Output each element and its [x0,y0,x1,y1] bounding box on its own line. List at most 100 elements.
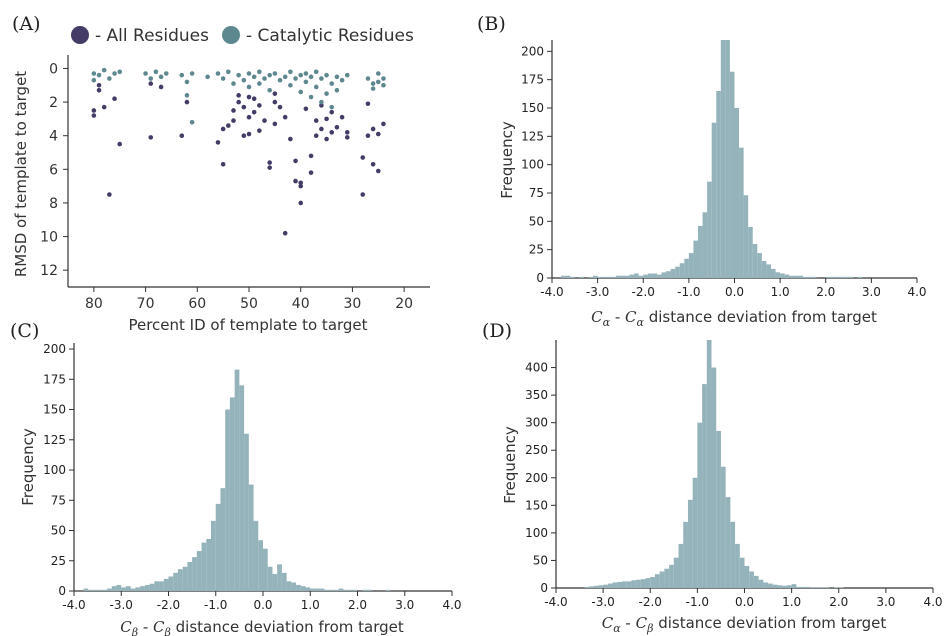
panel-b-x-tick-label: 1.0 [771,285,790,299]
all-residue-point [272,99,278,105]
panel-d-bars [584,340,844,588]
panel-c-histogram-bar [206,538,212,591]
panel-c-x-tick-label: 4.0 [442,598,461,612]
panel-b-histogram-bar [844,276,849,278]
panel-c-x-axis-title: Cβ - Cβ distance deviation from target [120,618,404,636]
panel-d-x-tick-label: -4.0 [544,595,567,609]
all-residue-point [241,104,247,110]
panel-c-histogram-bar [182,566,188,591]
all-residue-point [360,192,366,197]
panel-a-x-tick-label: 50 [240,296,258,312]
all-residue-point [324,116,329,122]
panel-d-histogram-bar [801,586,806,588]
catalytic-residue-point [303,71,309,76]
catalytic-residue-point [370,81,376,86]
catalytic-residue-point [339,77,345,83]
panel-a-y-tick-label: 0 [49,61,58,77]
catalytic-residue-point [375,71,381,76]
panel-c-histogram-bar [248,484,254,591]
panel-b-histogram-bar [602,276,607,278]
catalytic-residue-point [329,81,335,86]
panel-c-histogram-bar [192,557,197,591]
panel-d-histogram-bar [584,586,589,588]
all-residue-point [339,114,345,120]
catalytic-residue-point [215,71,221,76]
catalytic-residue-point [246,84,252,90]
panel-c-histogram-bar [168,576,174,591]
all-residue-point [96,82,102,88]
panel-c-histogram-bar [135,587,141,591]
catalytic-residue-point [257,69,262,75]
panel-c-histogram-bar [201,542,207,591]
panel-c-histogram-bar [173,572,178,591]
all-residue-point [91,108,97,113]
catalytic-residue-point [91,77,97,83]
panel-b-histogram-bar [839,276,844,278]
panel-b-y-tick-label: 25 [529,243,544,257]
all-residue-point [293,178,298,184]
panel-b-histogram-bar [848,276,854,278]
svg-text:Cα - Cα distance deviation fro: Cα - Cα distance deviation from target [591,308,877,329]
panel-b-ticks: -4.0 -3.0 -2.0 -1.0 0.0 1.0 2.0 3.0 4.0 0 25 50 75 10… [521,44,926,299]
panel-a: (A) - All Residues - Catalytic Residues … [12,13,430,334]
catalytic-residue-point [107,76,112,81]
panel-c-y-axis-title: Frequency [19,428,37,506]
all-residue-point [344,130,350,135]
panel-b-y-tick-label: 75 [529,186,544,200]
panel-d-histogram-bar [678,543,684,588]
panel-c-histogram-bar [291,582,297,591]
panel-c-y-tick-label: 175 [43,372,66,386]
all-residue-point [101,104,107,110]
panel-a-x-tick-label: 70 [137,296,155,312]
panel-c-y-tick-label: 50 [51,524,66,538]
panel-b-y-tick-label: 200 [521,44,544,58]
panel-b: (B) -4.0 -3.0 -2.0 -1.0 0.0 1.0 2.0 3.0 4.0 0 25 50… [477,13,927,329]
panel-c-histogram-bar [329,589,334,591]
catalytic-residue-point [319,99,324,105]
all-residue-point [220,126,226,132]
all-residue-point [215,140,221,145]
panel-d-histogram-bar [636,579,641,588]
svg-text:Cβ - Cβ distance deviation fro: Cβ - Cβ distance deviation from target [120,618,404,636]
all-residue-point [257,128,262,133]
panel-c-x-tick-label: 1.0 [301,598,320,612]
all-residue-point [184,99,190,105]
legend-all-residues-label: - All Residues [95,26,209,46]
panel-c-y-tick-label: 25 [51,554,66,568]
panel-d-histogram-bar [631,580,637,588]
panel-d-y-axis-title: Frequency [501,426,519,504]
panel-b-y-tick-label: 175 [521,73,544,87]
all-residue-point [360,155,366,160]
panel-c-x-tick-label: 3.0 [395,598,414,612]
all-residue-point [303,106,309,112]
catalytic-residue-point [246,71,252,76]
catalytic-residue-point [241,77,247,83]
panel-d-histogram-bar [673,557,679,588]
panel-b-histogram-bar [698,225,703,278]
catalytic-residue-point [158,74,164,80]
panel-c-histogram-bar [300,586,306,591]
panel-c-histogram-bar [92,589,98,591]
all-residue-point [365,101,371,107]
panel-a-x-tick-label: 40 [292,296,310,312]
panel-c-histogram-bar [159,581,164,591]
panel-b-histogram-bar [684,258,689,278]
panel-d-x-tick-label: 1.0 [782,595,801,609]
panel-d-histogram-bar [805,586,811,588]
panel-a-points [91,67,386,236]
panel-d-y-tick-label: 0 [540,581,548,595]
panel-a-y-tick-label: 12 [40,263,58,279]
panel-d-histogram-bar [744,565,750,588]
all-residue-point [272,91,278,96]
panel-b-histogram-bar [656,274,662,278]
panel-d-ticks: -4.0 -3.0 -2.0 -1.0 0.0 1.0 2.0 3.0 4.0 0 50 100 150… [525,361,942,609]
panel-b-y-tick-label: 50 [529,214,544,228]
panel-d-histogram-bar [702,384,707,588]
panel-b-histogram-bar [812,276,817,278]
panel-b-y-tick-label: 125 [521,129,544,143]
catalytic-residue-point [298,72,304,78]
panel-c-histogram-bar [343,589,349,591]
panel-b-histogram-bar [615,275,621,278]
panel-b-histogram-bar [748,227,753,278]
panel-d-histogram-bar [598,585,604,588]
